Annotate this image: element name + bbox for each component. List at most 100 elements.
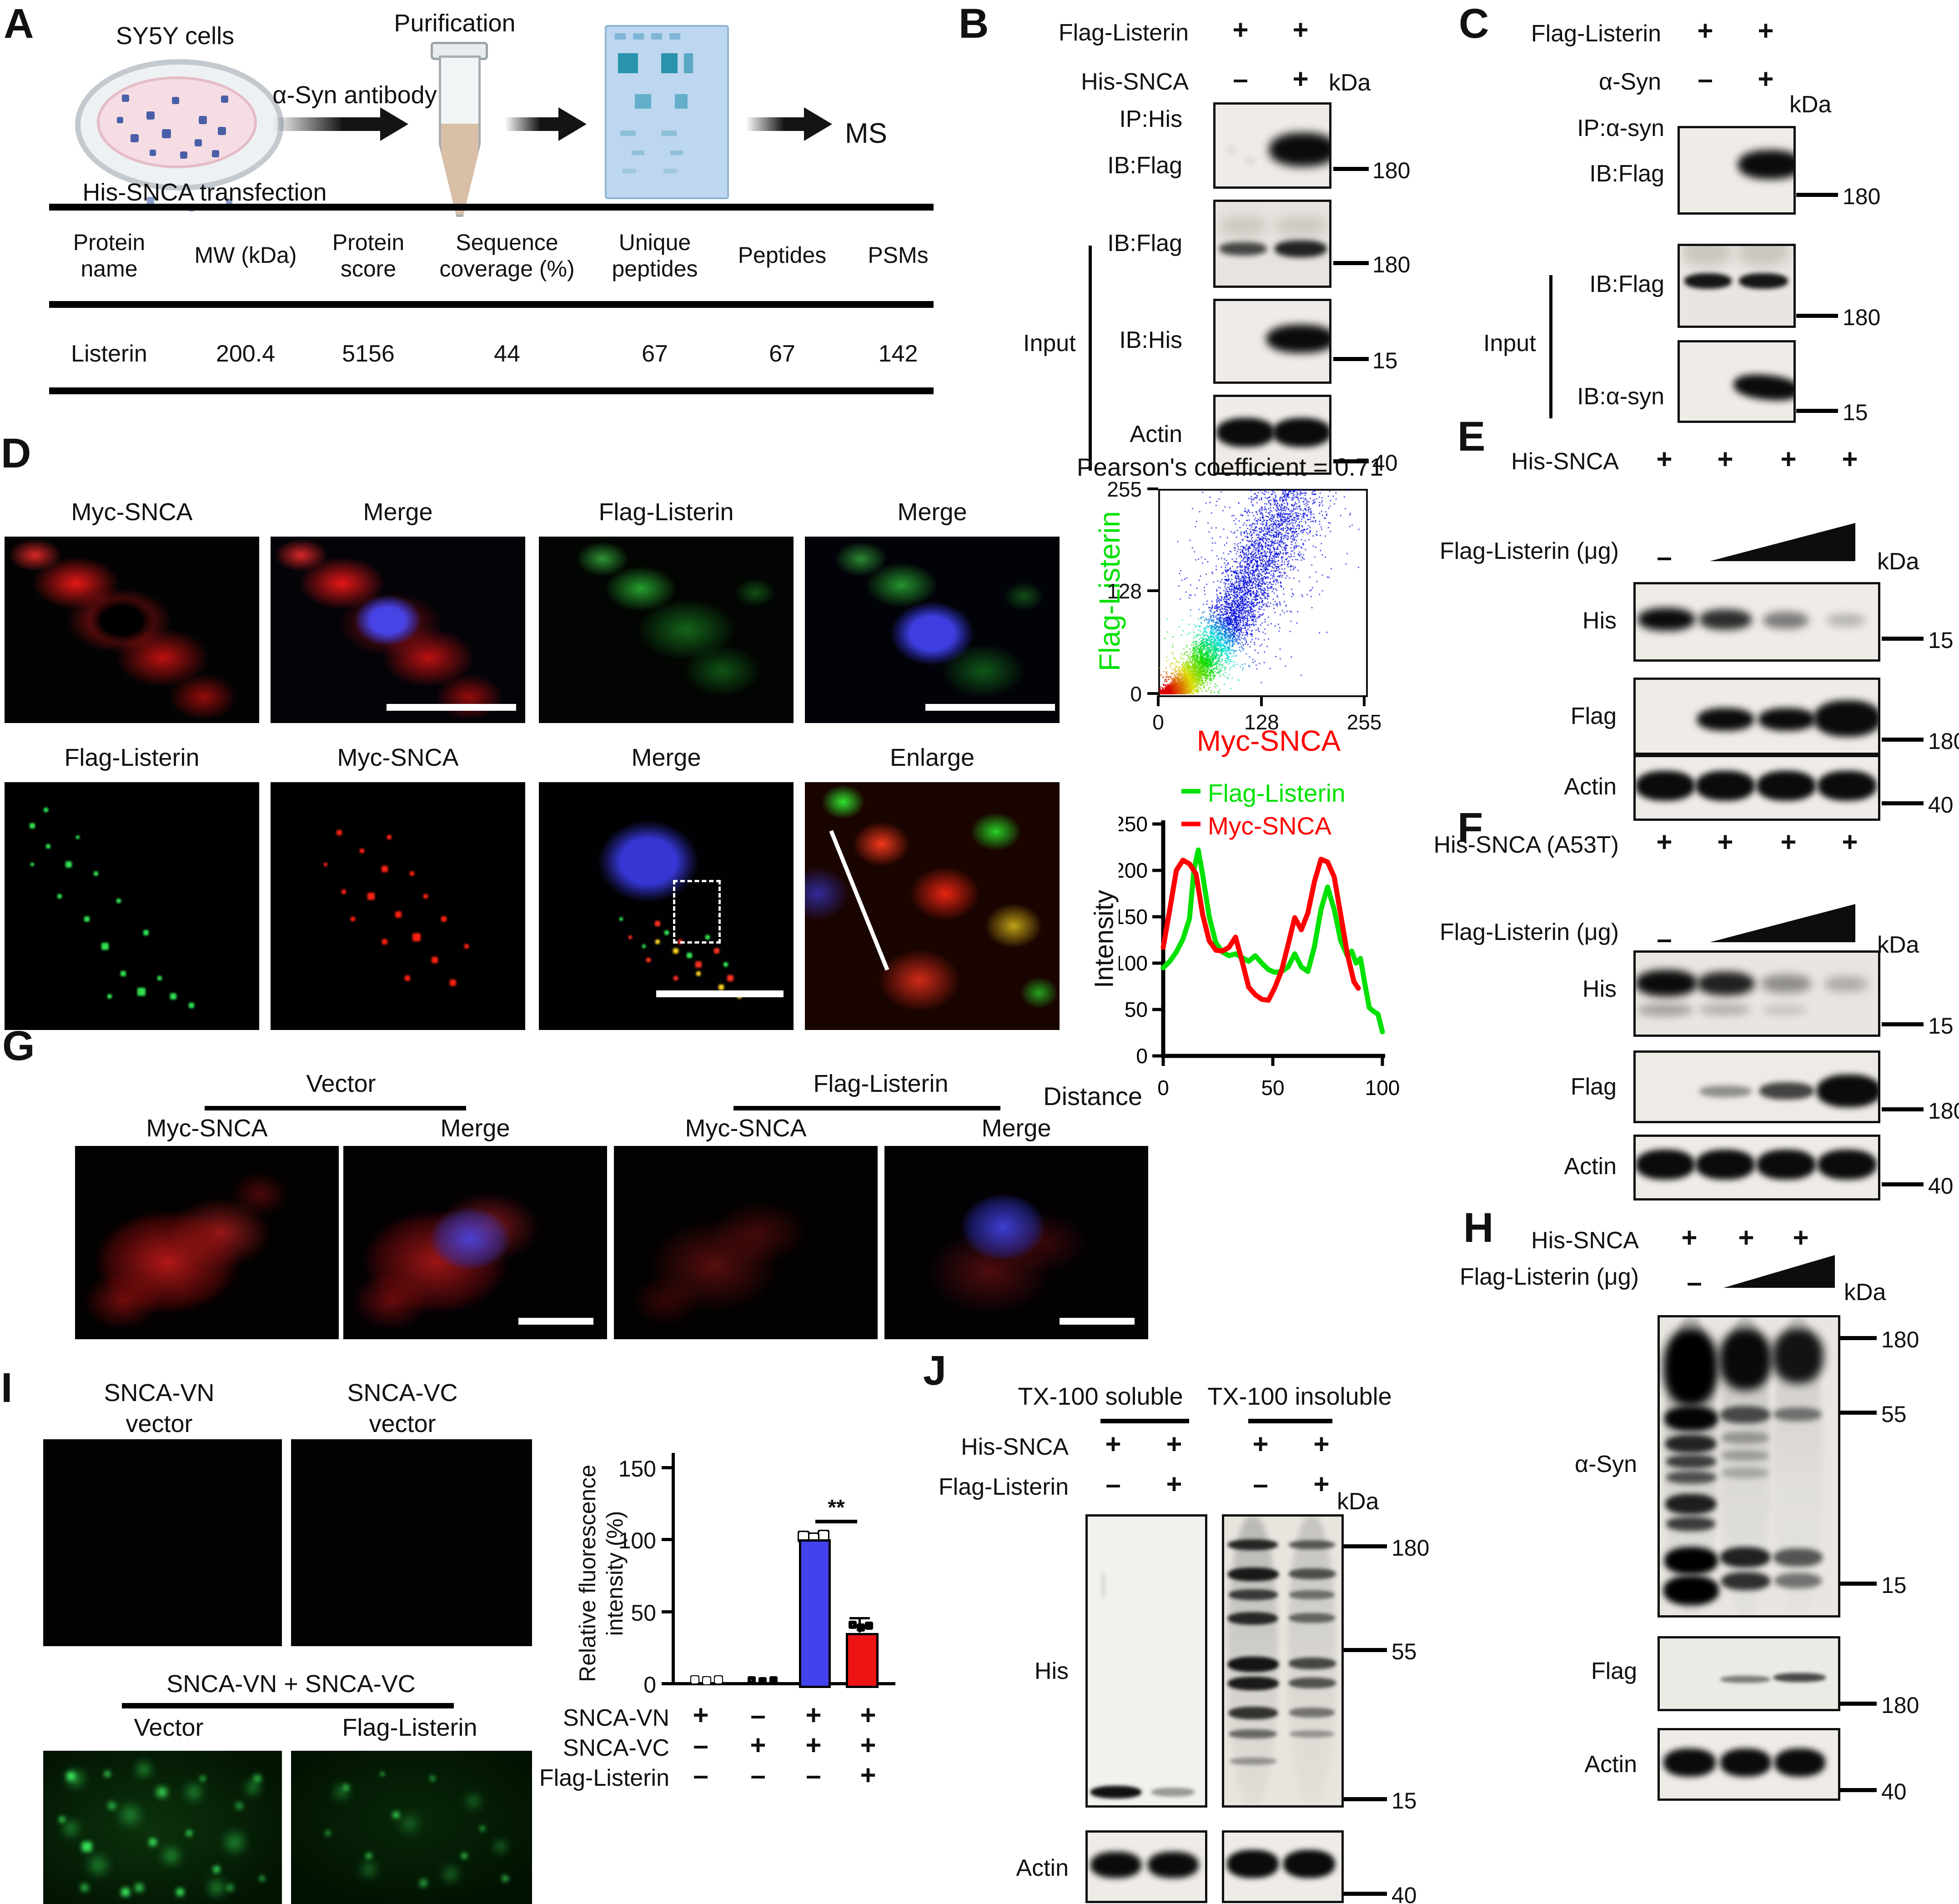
- marker-kda: 180: [1843, 184, 1881, 209]
- j-soluble-actin-blot: [1085, 1830, 1207, 1903]
- arrow-3-head: [804, 107, 832, 141]
- input-bracket: [1549, 275, 1552, 418]
- group2-points: [751, 1680, 752, 1681]
- scatter-xtick: [1157, 695, 1160, 706]
- cond-symbol: +: [1780, 444, 1797, 474]
- cond-symbol: +: [860, 1760, 876, 1790]
- panel-label-A: A: [4, 0, 34, 47]
- group-underline: [1248, 1419, 1332, 1423]
- marker-kda: 15: [1928, 1013, 1954, 1039]
- minus-symbol: –: [1657, 542, 1672, 572]
- table-cell: 200.4: [216, 341, 276, 367]
- arrow-2: [505, 117, 559, 131]
- dose-wedge: [1710, 904, 1855, 942]
- marker-kda: 55: [1391, 1639, 1417, 1664]
- table-bottom-rule: [49, 387, 934, 394]
- ib-flag-label: IB:Flag: [1589, 161, 1664, 187]
- legend-swatch-red: [1181, 822, 1201, 826]
- e-his-blot: [1633, 582, 1880, 662]
- profile-xlabel: Distance: [1043, 1082, 1142, 1110]
- i-black-image-2: [291, 1439, 532, 1646]
- minus-symbol: –: [1657, 924, 1672, 954]
- legend-swatch-green: [1181, 789, 1201, 794]
- scatter-plot-canvas: [1159, 490, 1365, 694]
- ib-flag-label: IB:Flag: [1107, 152, 1182, 179]
- g-group-vector: Vector: [306, 1070, 376, 1097]
- cond-symbol: +: [750, 1730, 766, 1760]
- panel-label-H: H: [1463, 1205, 1494, 1251]
- col-header: Sequence coverage (%): [439, 230, 575, 281]
- marker-line: [1796, 314, 1838, 318]
- svg-text:250: 250: [1119, 812, 1148, 836]
- group1-points: [694, 1679, 695, 1680]
- d-image-merge-2: [805, 537, 1060, 723]
- bar4-error-line: [859, 1617, 861, 1633]
- cond-symbol: +: [1697, 15, 1713, 46]
- cond-symbol: +: [1656, 444, 1673, 474]
- c-input-flag-blot: [1678, 244, 1796, 328]
- kda-label: kDa: [1844, 1279, 1886, 1306]
- cond-symbol: +: [1105, 1429, 1121, 1459]
- col-header: Protein name: [73, 230, 146, 281]
- input-label: Input: [1483, 330, 1536, 357]
- antibody-label: α-Syn antibody: [272, 81, 437, 109]
- his-snca-row-label: His-SNCA: [961, 1434, 1069, 1460]
- flag-listerin-row-label: Flag-Listerin: [938, 1474, 1069, 1500]
- table-cell: 67: [642, 341, 668, 367]
- scatter-xtick: [1260, 695, 1263, 706]
- svg-text:50: 50: [1261, 1076, 1284, 1100]
- d-image-myc-snca: [5, 537, 259, 723]
- flag-blot-label: Flag: [1570, 1074, 1617, 1100]
- scatter-ytick-label: 128: [1107, 579, 1142, 603]
- significance-stars: **: [828, 1496, 845, 1520]
- marker-line: [1333, 261, 1369, 265]
- marker-line: [1839, 1702, 1877, 1706]
- table-cell: 142: [878, 341, 918, 367]
- ip-asyn-label: IP:α-syn: [1577, 115, 1664, 141]
- marker-line: [1882, 1182, 1924, 1186]
- flag-ug-row-label: Flag-Listerin (μg): [1439, 538, 1619, 564]
- dose-wedge: [1710, 523, 1855, 561]
- marker-line: [1344, 1648, 1387, 1652]
- panel-label-C: C: [1459, 0, 1489, 47]
- marker-kda: 180: [1372, 158, 1411, 183]
- table-cell: Listerin: [71, 341, 147, 367]
- snca-vc-vector-label: SNCA-VC vector: [347, 1379, 458, 1437]
- kda-label: kDa: [1877, 932, 1919, 958]
- bar-ytick: [662, 1466, 673, 1469]
- flag-ug-row-label: Flag-Listerin (μg): [1439, 919, 1619, 945]
- enlarge-region-box: [673, 880, 721, 944]
- cond-symbol: +: [1717, 444, 1733, 474]
- marker-line: [1344, 1544, 1387, 1548]
- g-header: Myc-SNCA: [685, 1115, 807, 1142]
- marker-kda: 15: [1391, 1788, 1417, 1814]
- cond-symbol: +: [860, 1700, 876, 1730]
- panel-label-E: E: [1457, 413, 1486, 460]
- cond-symbol: +: [1313, 1469, 1330, 1499]
- cond-symbol: +: [1252, 1429, 1269, 1459]
- actin-blot-label: Actin: [1584, 1751, 1637, 1778]
- cond-symbol: –: [693, 1730, 708, 1760]
- marker-line: [1333, 167, 1369, 171]
- his-snca-row-label: His-SNCA: [1531, 1227, 1639, 1254]
- bar-ytick-label: 0: [643, 1672, 656, 1698]
- c-input-asyn-blot: [1678, 340, 1796, 423]
- scatter-ytick: [1147, 487, 1158, 490]
- bar-ytick: [662, 1610, 673, 1613]
- h-actin-blot: [1658, 1728, 1840, 1801]
- his-blot-label: His: [1582, 608, 1617, 634]
- d-header: Enlarge: [889, 744, 975, 771]
- d-image-flag-listerin: [539, 537, 794, 723]
- marker-line: [1882, 1107, 1924, 1111]
- d-image-merge-3: [539, 782, 794, 1030]
- h-asyn-blot: [1658, 1315, 1840, 1618]
- actin-blot-label: Actin: [1016, 1855, 1069, 1881]
- g-group-flag: Flag-Listerin: [813, 1070, 949, 1097]
- bar-ytick-label: 150: [618, 1456, 656, 1482]
- group-underline: [733, 1106, 1000, 1110]
- cond-symbol: +: [1656, 827, 1673, 857]
- col-header: Unique peptides: [612, 230, 698, 281]
- marker-kda: 180: [1881, 1693, 1919, 1718]
- input-label: Input: [1023, 330, 1076, 357]
